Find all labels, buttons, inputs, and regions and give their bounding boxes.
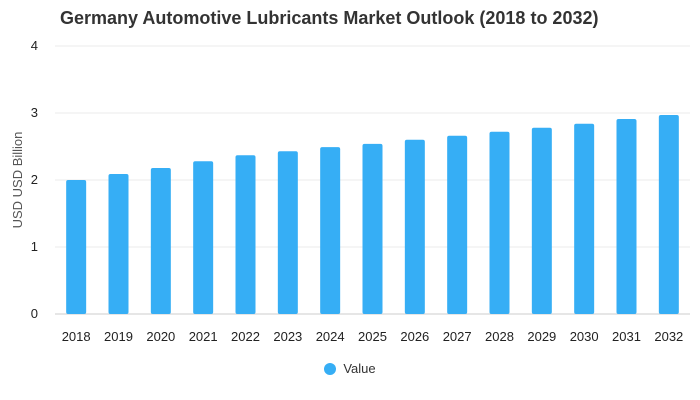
- x-tick-label: 2021: [189, 329, 218, 344]
- chart-title: Germany Automotive Lubricants Market Out…: [60, 8, 599, 28]
- bar-2032[interactable]: [658, 115, 679, 314]
- x-tick-label: 2019: [104, 329, 133, 344]
- bar-2022[interactable]: [235, 155, 256, 314]
- x-tick-label: 2031: [612, 329, 641, 344]
- y-tick-label: 4: [31, 38, 38, 53]
- bar-2030[interactable]: [574, 123, 595, 314]
- x-tick-label: 2024: [316, 329, 345, 344]
- y-tick-label: 3: [31, 105, 38, 120]
- bar-2025[interactable]: [362, 143, 383, 314]
- x-tick-label: 2027: [443, 329, 472, 344]
- bar-2026[interactable]: [404, 139, 425, 314]
- x-tick-label: 2026: [400, 329, 429, 344]
- bar-2031[interactable]: [616, 119, 637, 314]
- y-axis-title: USD USD Billion: [10, 132, 25, 229]
- x-axis-ticks: 2018 2019 2020 2021 2022 2023 2024 2025 2026 2027…: [62, 329, 684, 344]
- bar-2029[interactable]: [531, 127, 552, 315]
- bar-2028[interactable]: [489, 131, 510, 314]
- x-tick-label: 2029: [527, 329, 556, 344]
- x-tick-label: 2025: [358, 329, 387, 344]
- y-tick-label: 2: [31, 172, 38, 187]
- bar-2024[interactable]: [320, 147, 341, 314]
- bar-2019[interactable]: [108, 173, 129, 314]
- y-axis-ticks: 0 1 2 3 4: [31, 38, 38, 321]
- y-tick-label: 1: [31, 239, 38, 254]
- bar-2021[interactable]: [193, 161, 214, 314]
- x-tick-label: 2022: [231, 329, 260, 344]
- y-tick-label: 0: [31, 306, 38, 321]
- legend-label: Value: [343, 361, 376, 376]
- x-tick-label: 2023: [273, 329, 302, 344]
- x-tick-label: 2020: [146, 329, 175, 344]
- x-tick-label: 2030: [570, 329, 599, 344]
- x-tick-label: 2028: [485, 329, 514, 344]
- bar-2023[interactable]: [277, 151, 298, 314]
- bars: [66, 115, 679, 315]
- legend[interactable]: Value: [0, 361, 700, 376]
- x-tick-label: 2032: [654, 329, 683, 344]
- legend-marker-icon: [324, 362, 337, 375]
- bar-2020[interactable]: [150, 167, 171, 314]
- bar-2018[interactable]: [66, 180, 87, 314]
- x-tick-label: 2018: [62, 329, 91, 344]
- bar-2027[interactable]: [447, 135, 468, 314]
